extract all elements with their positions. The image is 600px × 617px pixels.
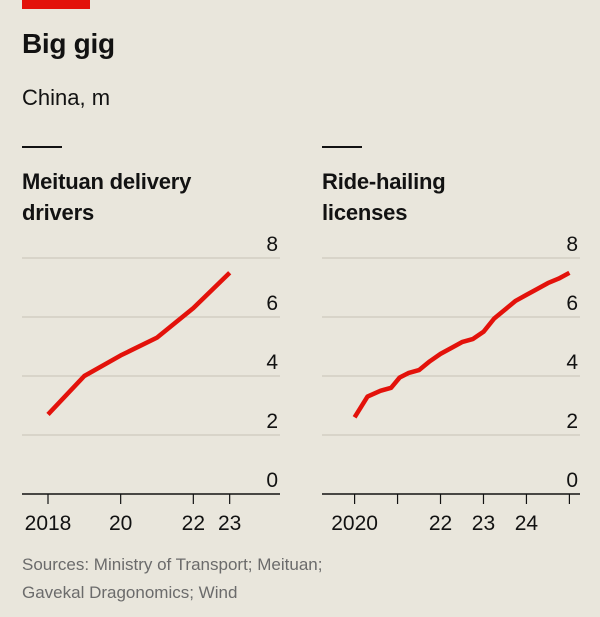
sources-note: Sources: Ministry of Transport; Meituan;… — [22, 551, 322, 607]
y-tick-label: 2 — [566, 410, 578, 433]
panel-2-rule — [322, 146, 362, 148]
x-tick-label: 2018 — [25, 512, 72, 535]
chart-title: Big gig — [22, 28, 115, 59]
series-line-0 — [352, 270, 571, 419]
panel-1-title-line-2: drivers — [22, 200, 94, 225]
x-tick-label: 24 — [515, 512, 539, 535]
x-tick-label: 23 — [472, 512, 495, 535]
x-tick-label: 2020 — [331, 512, 378, 535]
panel-2-title: Ride-hailing licenses — [322, 166, 446, 228]
chart-subtitle: China, m — [22, 85, 111, 110]
y-tick-label: 2 — [266, 410, 278, 433]
x-tick-label: 22 — [429, 512, 452, 535]
panel-1-title-line-1: Meituan delivery — [22, 169, 192, 194]
y-tick-label: 0 — [266, 469, 278, 492]
y-tick-label: 8 — [266, 233, 278, 256]
panel-2-title-line-2: licenses — [322, 200, 408, 225]
panel-1-title: Meituan delivery drivers — [22, 166, 191, 228]
y-tick-label: 8 — [566, 233, 578, 256]
panel-1-rule — [22, 146, 62, 148]
series-line-0 — [46, 271, 232, 416]
sources-line-1: Sources: Ministry of Transport; Meituan; — [22, 555, 323, 574]
y-tick-label: 4 — [566, 351, 578, 374]
x-tick-label: 20 — [109, 512, 132, 535]
panel-2-title-line-1: Ride-hailing — [322, 169, 446, 194]
x-tick-label: 23 — [218, 512, 241, 535]
sources-line-2: Gavekal Dragonomics; Wind — [22, 583, 238, 602]
y-tick-label: 6 — [566, 292, 578, 315]
x-tick-label: 22 — [182, 512, 205, 535]
y-tick-label: 4 — [266, 351, 278, 374]
y-tick-label: 0 — [566, 469, 578, 492]
y-tick-label: 6 — [266, 292, 278, 315]
brand-red-tab — [22, 0, 90, 9]
